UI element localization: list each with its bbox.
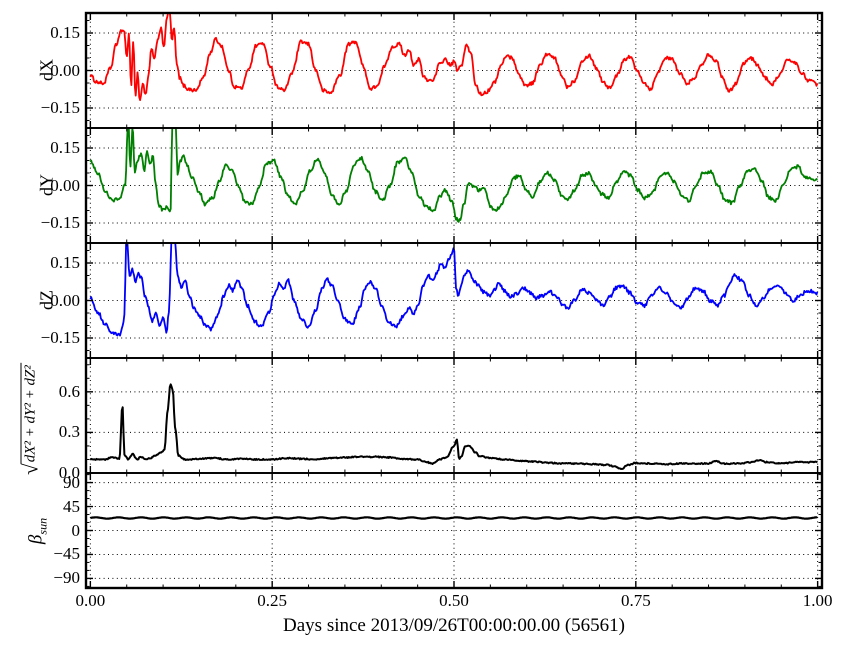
x-tick-label: 0.25 [257,591,288,610]
radicand-expression: dX² + dY² + dZ² [20,363,41,465]
y-tick-label: 0.00 [50,60,80,80]
series-magnitude-line [89,383,818,470]
x-tick-label: 1.00 [802,591,833,610]
y-tick-label: 90 [63,472,80,492]
x-tick-label: 0.50 [439,591,469,610]
x-tick-label: 0.75 [620,591,651,610]
series-dZ-line [89,243,819,337]
x-tick-label: 0.00 [75,591,106,610]
y-tick-label: −45 [53,544,80,564]
y-tick-label: 0.00 [50,290,80,310]
y-axis-label-magnitude: √ dX² + dY² + dZ² [19,363,43,475]
y-tick-label: −0.15 [40,328,80,347]
y-tick-label: 0.6 [58,381,80,401]
y-tick-label: 0.0 [58,463,80,482]
y-tick-label: 0.15 [50,138,80,157]
y-tick-label: 0 [71,520,81,540]
y-tick-label: 0.3 [58,422,80,442]
y-tick-label: 0.00 [50,175,80,195]
y-tick-label: 0.15 [50,23,80,42]
y-tick-label: 45 [63,496,80,516]
y-tick-label: 0.15 [50,253,80,272]
x-axis-label: Days since 2013/09/26T00:00:00.00 (56561… [283,615,625,636]
y-tick-label: −0.15 [40,98,80,117]
y-tick-label: −0.15 [40,213,80,232]
y-tick-label: −90 [53,568,80,588]
series-dX-line [89,13,819,101]
series-dY-line [89,128,818,223]
series-beta_sun-line [90,516,818,520]
